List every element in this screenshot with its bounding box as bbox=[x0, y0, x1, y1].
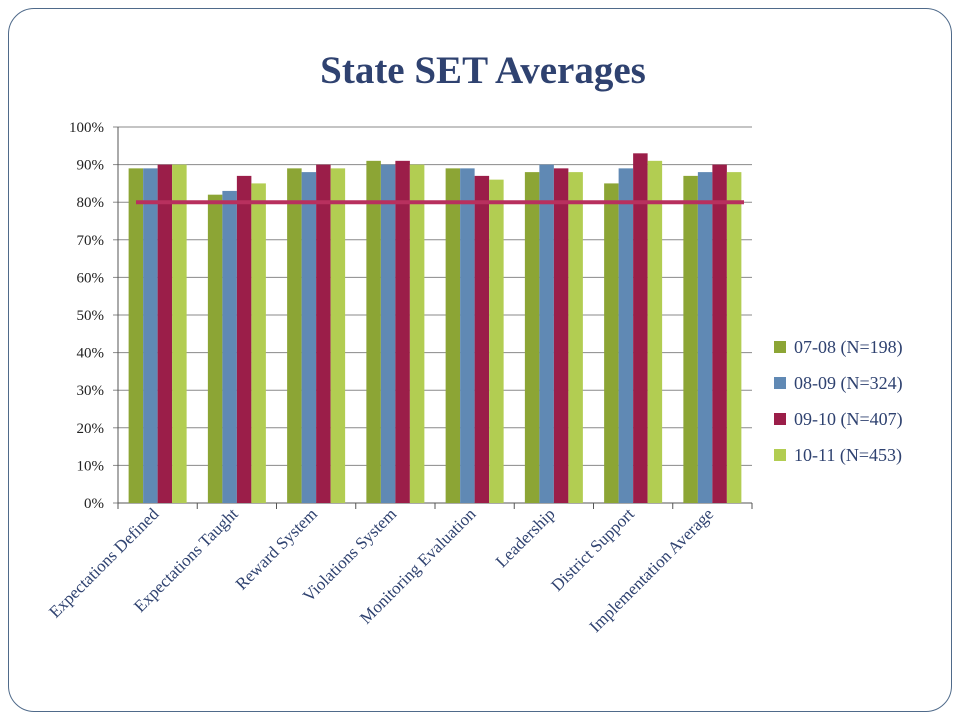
y-tick-label: 40% bbox=[77, 346, 105, 362]
bar bbox=[697, 172, 713, 503]
bar bbox=[251, 183, 266, 503]
bar bbox=[395, 160, 410, 503]
bar bbox=[172, 164, 187, 503]
y-tick-label: 10% bbox=[77, 458, 105, 474]
bar bbox=[683, 175, 698, 503]
bar bbox=[647, 160, 663, 503]
bar bbox=[618, 168, 634, 504]
bar bbox=[539, 164, 554, 503]
bar bbox=[633, 153, 648, 503]
bar bbox=[207, 194, 223, 503]
y-tick-label: 90% bbox=[77, 158, 105, 174]
legend-swatch bbox=[774, 377, 786, 389]
bar bbox=[143, 168, 158, 504]
legend-label: 07-08 (N=198) bbox=[794, 337, 903, 358]
bar bbox=[157, 164, 173, 503]
chart-title: State SET Averages bbox=[320, 49, 646, 92]
y-tick-label: 20% bbox=[77, 421, 105, 437]
legend-label: 09-10 (N=407) bbox=[794, 409, 903, 430]
bar bbox=[287, 168, 302, 504]
legend-label: 10-11 (N=453) bbox=[794, 445, 902, 466]
bar bbox=[222, 190, 237, 504]
slide-frame bbox=[8, 8, 952, 712]
y-tick-label: 0% bbox=[84, 496, 104, 512]
legend-swatch bbox=[774, 413, 786, 425]
y-tick-label: 80% bbox=[77, 195, 105, 211]
bar bbox=[366, 160, 381, 503]
legend-swatch bbox=[774, 341, 786, 353]
bar bbox=[712, 164, 727, 503]
y-tick-label: 100% bbox=[69, 120, 104, 136]
y-tick-label: 70% bbox=[77, 233, 105, 249]
x-tick-label: District Support bbox=[547, 504, 638, 595]
bar bbox=[330, 168, 346, 504]
bar bbox=[553, 168, 569, 504]
bar bbox=[301, 172, 317, 503]
bar bbox=[726, 172, 742, 503]
bar bbox=[489, 179, 504, 503]
y-tick-label: 50% bbox=[77, 308, 105, 324]
bar bbox=[460, 168, 475, 504]
bar bbox=[316, 164, 331, 503]
bar bbox=[445, 168, 461, 504]
legend-label: 08-09 (N=324) bbox=[794, 373, 903, 394]
y-tick-label: 30% bbox=[77, 383, 105, 399]
bar bbox=[409, 164, 425, 503]
bar bbox=[380, 164, 396, 503]
bar bbox=[568, 172, 583, 503]
x-tick-label: Reward System bbox=[232, 504, 321, 593]
bar bbox=[474, 175, 490, 503]
y-tick-label: 60% bbox=[77, 270, 105, 286]
bar bbox=[236, 175, 252, 503]
bar bbox=[128, 168, 144, 504]
bar bbox=[524, 172, 540, 503]
bar bbox=[604, 183, 619, 503]
x-tick-label: Leadership bbox=[492, 504, 559, 571]
legend-swatch bbox=[774, 449, 786, 461]
